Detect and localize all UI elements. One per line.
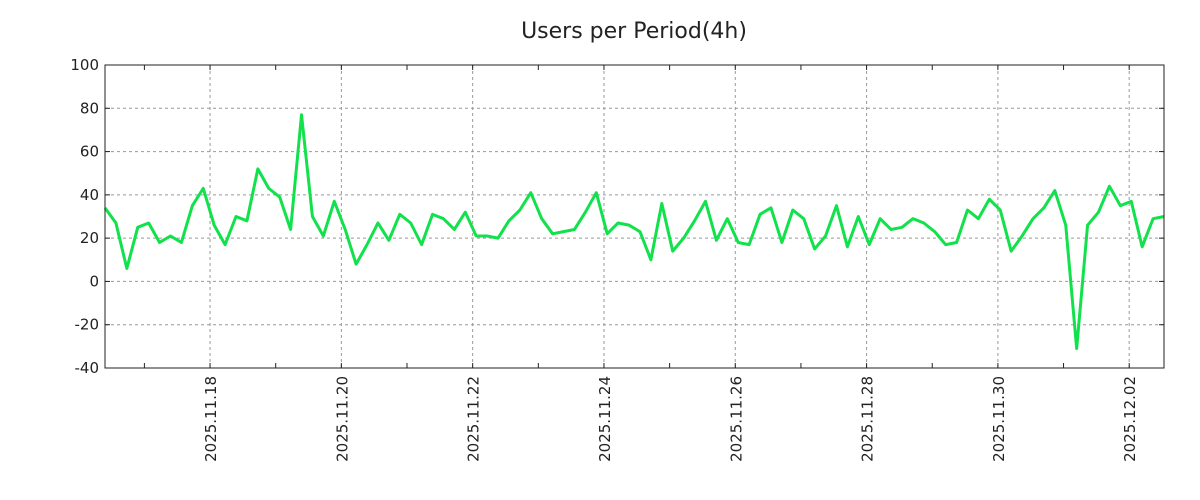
x-tick-label: 2025.11.30 (990, 376, 1008, 462)
chart-title: Users per Period(4h) (521, 19, 747, 44)
y-tick-label: 100 (70, 56, 99, 74)
x-axis-labels: 2025.11.18 2025.11.20 2025.11.22 2025.11.24… (202, 376, 1139, 462)
y-tick-label: -40 (75, 359, 100, 377)
x-tick-label: 2025.12.02 (1121, 376, 1139, 462)
grid (105, 65, 1164, 368)
series (103, 113, 1165, 351)
x-tick-label: 2025.11.20 (333, 376, 351, 462)
y-tick-label: 80 (80, 99, 99, 117)
series-line (103, 113, 1165, 351)
x-tick-label: 2025.11.24 (596, 376, 614, 462)
plot-frame (104, 64, 1165, 369)
x-tick-label: 2025.11.28 (859, 376, 877, 462)
x-tick-label: 2025.11.18 (202, 376, 220, 462)
x-tick-label: 2025.11.22 (465, 376, 483, 462)
x-tick-label: 2025.11.26 (727, 376, 745, 462)
y-tick-label: 0 (89, 272, 99, 290)
axis-ticks (105, 64, 1164, 369)
y-tick-label: 20 (80, 229, 99, 247)
y-axis-labels: -40 -20 0 20 40 60 80 100 (70, 56, 99, 377)
y-tick-label: 60 (80, 143, 99, 161)
y-tick-label: -20 (75, 316, 100, 334)
y-tick-label: 40 (80, 186, 99, 204)
